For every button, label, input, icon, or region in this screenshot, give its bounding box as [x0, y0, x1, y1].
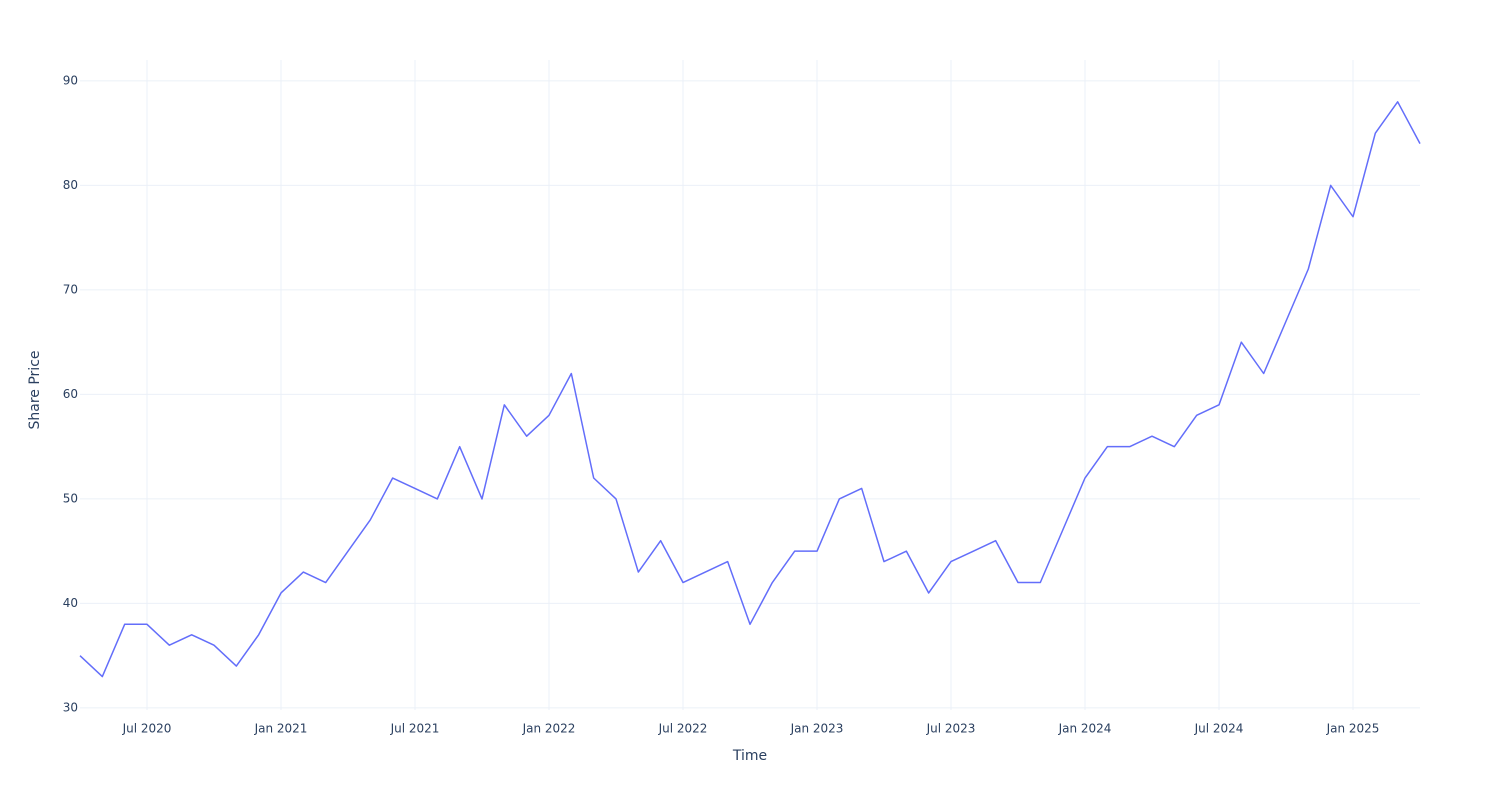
- y-axis-title: Share Price: [27, 350, 43, 429]
- x-tick-label: Jan 2022: [522, 722, 576, 736]
- y-tick-label: 90: [63, 73, 78, 87]
- x-tick-label: Jan 2025: [1326, 722, 1380, 736]
- x-tick-label: Jul 2023: [926, 722, 976, 736]
- x-tick-label: Jul 2022: [658, 722, 708, 736]
- y-tick-label: 80: [63, 178, 78, 192]
- y-tick-label: 40: [63, 596, 78, 610]
- y-tick-label: 30: [63, 700, 78, 714]
- x-tick-label: Jul 2021: [390, 722, 440, 736]
- x-tick-label: Jan 2023: [790, 722, 844, 736]
- x-axis-title: Time: [732, 748, 767, 764]
- price-line: [79, 101, 1421, 678]
- x-tick-label: Jan 2021: [254, 722, 308, 736]
- x-tick-label: Jul 2020: [122, 722, 172, 736]
- y-tick-label: 70: [63, 282, 78, 296]
- x-tick-label: Jan 2024: [1058, 722, 1112, 736]
- x-tick-label: Jul 2024: [1194, 722, 1244, 736]
- y-tick-label: 50: [63, 491, 78, 505]
- y-tick-label: 60: [63, 387, 78, 401]
